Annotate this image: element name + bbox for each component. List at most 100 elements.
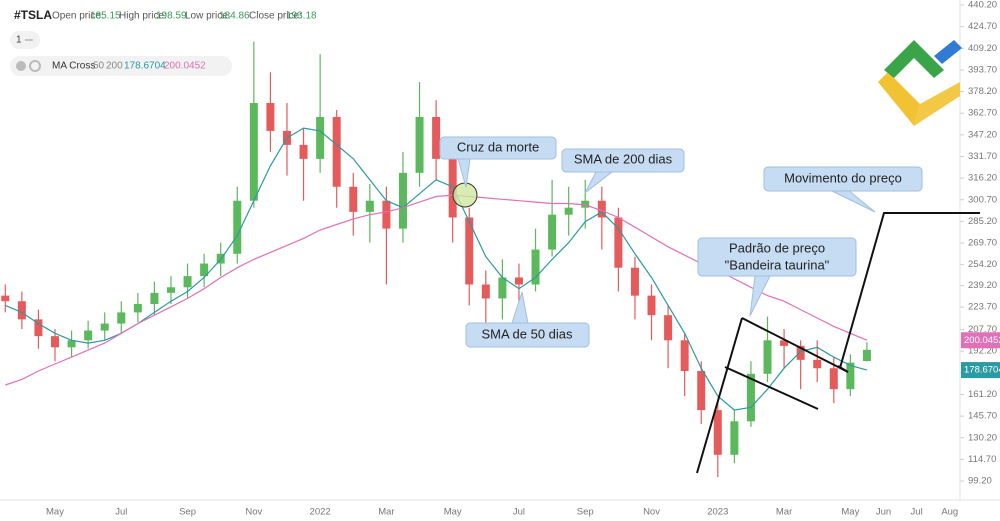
candle-body <box>680 340 689 372</box>
annotation: Cruz da morte <box>439 136 557 188</box>
candle-body <box>84 330 93 341</box>
candle-body <box>183 276 192 288</box>
candle-body <box>249 103 258 201</box>
candle-body <box>597 200 606 218</box>
x-tick-label: Aug <box>941 507 958 518</box>
ohlc-value: 184.86 <box>219 11 250 22</box>
candle-body <box>150 292 159 305</box>
cross-marker <box>452 182 478 208</box>
ohlc-label: High price: <box>119 11 167 22</box>
x-tick-label: Jul <box>115 507 127 518</box>
candle-body <box>266 103 275 131</box>
candle-body <box>846 362 855 390</box>
y-tick-label: 347.20 <box>968 129 997 140</box>
candle-body <box>514 277 523 285</box>
y-tick-label: 192.20 <box>968 346 997 357</box>
candle-body <box>581 200 590 208</box>
y-tick-label: 207.70 <box>968 324 997 335</box>
y-tick-label: 285.20 <box>968 216 997 227</box>
candle-body <box>481 284 490 299</box>
candle-body <box>763 340 772 374</box>
logo <box>878 40 962 126</box>
candle-body <box>365 200 374 212</box>
candle-body <box>200 263 209 277</box>
x-tick-label: Jul <box>911 507 923 518</box>
x-tick-label: May <box>444 507 462 518</box>
price-tag-label: 200.0452 <box>964 335 1000 346</box>
annotation: Padrão de preço "Bandeira taurina" <box>697 237 857 317</box>
candle-body <box>697 371 706 411</box>
y-tick-label: 99.20 <box>968 476 992 487</box>
ohlc-label: Close price: <box>249 11 302 22</box>
candle-body <box>316 116 325 159</box>
candle-body <box>299 144 308 159</box>
candle-body <box>780 340 789 346</box>
candle-body <box>1 295 10 302</box>
x-tick-label: Mar <box>776 507 792 518</box>
annotation-text: Padrão de preço <box>729 240 825 255</box>
y-tick-label: 130.20 <box>968 432 997 443</box>
y-tick-label: 440.20 <box>968 0 997 11</box>
candle-body <box>382 200 391 229</box>
x-tick-label: Nov <box>643 507 660 518</box>
annotation-text: SMA de 200 dias <box>574 151 673 166</box>
ohlc-label: Low price: <box>185 11 231 22</box>
interval-badge[interactable]: 1 <box>16 35 22 46</box>
ohlc-value: 185.15 <box>90 11 121 22</box>
x-tick-label: May <box>841 507 859 518</box>
candle-body <box>564 207 573 215</box>
indicator-hide-icon[interactable] <box>16 61 26 71</box>
candle-body <box>432 116 441 159</box>
price-tag-label: 178.6704 <box>964 365 1000 376</box>
annotation: Movimento do preço <box>763 166 923 213</box>
x-tick-label: Mar <box>378 507 394 518</box>
x-tick-label: Jun <box>876 507 891 518</box>
candle-body <box>34 319 43 337</box>
ma-line <box>5 127 868 411</box>
price-tag <box>961 362 1000 379</box>
candle-body <box>17 301 26 320</box>
price-tags: 178.6704 200.0452 <box>961 332 1000 379</box>
candle-body <box>531 249 540 285</box>
candle-body <box>796 345 805 360</box>
candle-body <box>730 421 739 455</box>
candle-body <box>51 336 59 348</box>
annotation: SMA de 200 dias <box>561 148 685 194</box>
indicator-value: 200.0452 <box>164 61 206 72</box>
candle-body <box>67 340 76 348</box>
y-tick-label: 161.20 <box>968 389 997 400</box>
indicator-value: 178.6704 <box>124 61 166 72</box>
candle-body <box>746 373 755 422</box>
candle-body <box>664 315 673 341</box>
y-tick-label: 316.20 <box>968 173 997 184</box>
candle-body <box>133 304 142 313</box>
candle-body <box>415 116 424 173</box>
candle-body <box>713 410 722 455</box>
x-tick-label: Nov <box>245 507 262 518</box>
y-tick-label: 145.70 <box>968 411 997 422</box>
y-tick-label: 424.70 <box>968 21 997 32</box>
symbol-title: #TSLA <box>14 8 52 22</box>
x-tick-label: Sep <box>577 507 594 518</box>
y-tick-label: 409.20 <box>968 43 997 54</box>
y-tick-label: 114.70 <box>968 454 996 465</box>
y-tick-label: 378.20 <box>968 86 997 97</box>
y-tick-label: 331.70 <box>968 151 997 162</box>
x-tick-label: May <box>46 507 64 518</box>
y-tick-label: 269.70 <box>968 238 997 249</box>
candle-body <box>813 359 822 369</box>
y-tick-label: 393.70 <box>968 64 997 75</box>
candle-body <box>117 312 126 324</box>
indicator-settings-icon[interactable] <box>29 60 41 72</box>
candle-body <box>829 368 838 390</box>
x-tick-label: 2023 <box>707 507 728 518</box>
indicator-pill <box>10 56 232 76</box>
candle-body <box>862 349 871 362</box>
price-tag <box>961 332 1000 349</box>
candle-body <box>647 295 656 316</box>
candle-body <box>100 323 109 331</box>
x-tick-label: Sep <box>179 507 196 518</box>
candle-body <box>465 217 474 285</box>
